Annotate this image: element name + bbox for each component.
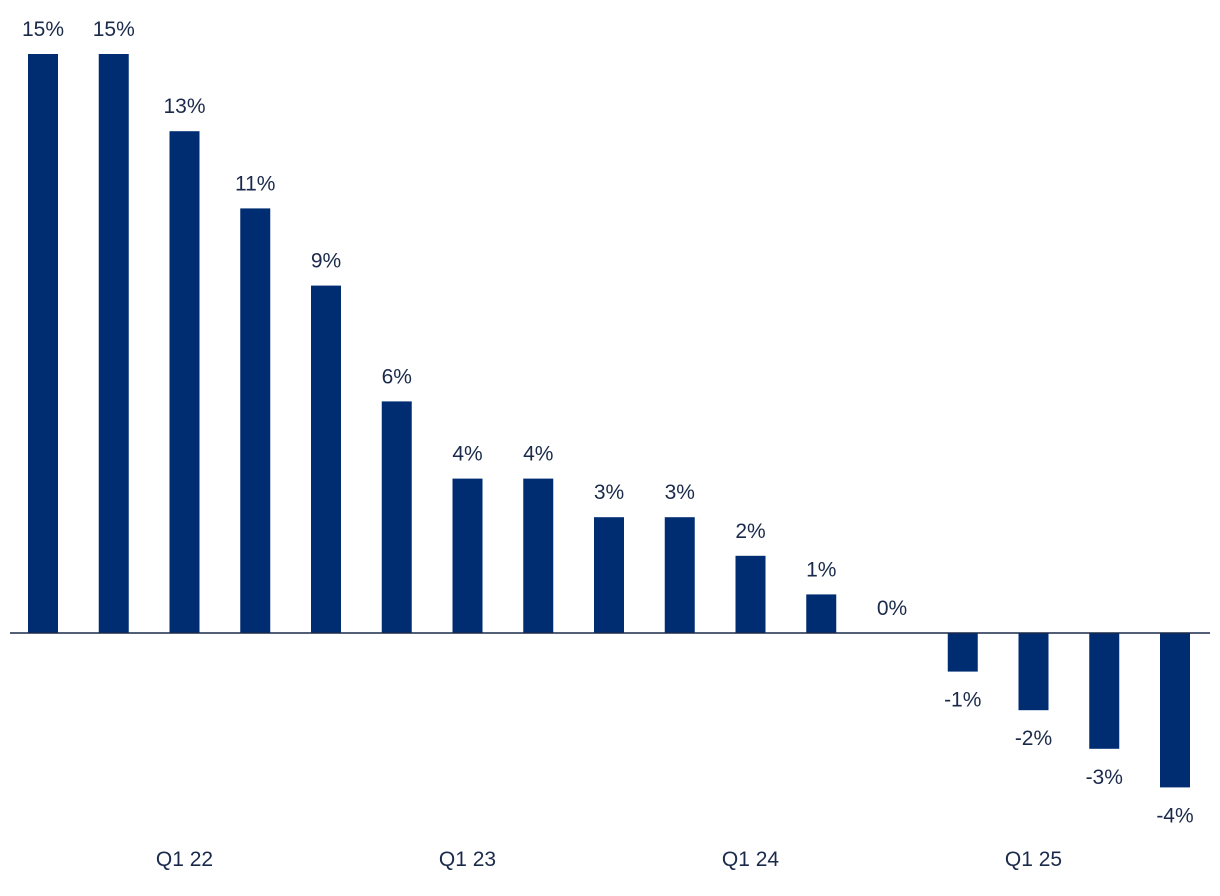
data-label: 0% <box>877 597 907 620</box>
bar-q1-25 <box>1018 633 1049 711</box>
x-tick-label: Q1 22 <box>156 848 213 871</box>
bar-q2-23 <box>523 478 554 633</box>
bar-q1-24 <box>735 555 766 633</box>
bars-group <box>28 54 1190 788</box>
x-tick-labels-group: Q1 22 Q1 23 Q1 24 Q1 25 <box>156 848 1062 871</box>
bar-q1-23 <box>452 478 483 633</box>
bar-q2-25 <box>1089 633 1120 749</box>
data-label: 4% <box>523 443 553 466</box>
data-label: -1% <box>944 689 981 712</box>
bar-q3-22 <box>311 285 341 633</box>
bar-q4-23 <box>664 517 695 633</box>
bar-q4-21 <box>98 54 129 633</box>
x-tick-label: Q1 23 <box>439 848 496 871</box>
data-label: 3% <box>665 481 695 504</box>
bar-q2-24 <box>806 594 837 633</box>
x-tick-label: Q1 25 <box>1005 848 1062 871</box>
data-label: 15% <box>93 18 135 41</box>
data-label: 9% <box>311 250 341 273</box>
bar-q4-24 <box>947 633 978 672</box>
data-label: 3% <box>594 481 624 504</box>
data-label: 15% <box>22 18 64 41</box>
bar-q3-21 <box>28 54 58 633</box>
bar-q4-22 <box>381 401 412 633</box>
bar-q3-23 <box>594 517 624 633</box>
data-label: -4% <box>1156 804 1193 827</box>
data-label: -2% <box>1015 727 1052 750</box>
bar-q3-25 <box>1160 633 1190 788</box>
data-label: -3% <box>1086 766 1123 789</box>
data-label: 2% <box>735 520 765 543</box>
x-tick-label: Q1 24 <box>722 848 780 871</box>
data-label: 4% <box>452 443 482 466</box>
data-label: 6% <box>382 365 412 388</box>
bar-q1-22 <box>169 131 200 633</box>
bar-q2-22 <box>240 208 271 633</box>
data-label: 11% <box>235 172 275 195</box>
data-label: 13% <box>163 95 205 118</box>
data-labels-group: 15% 15% 13% 11% 9% 6% 4% 4% 3% 3% 2% 1% 0% -1% -2% -3% -… <box>22 18 1194 827</box>
data-label: 1% <box>806 558 836 581</box>
